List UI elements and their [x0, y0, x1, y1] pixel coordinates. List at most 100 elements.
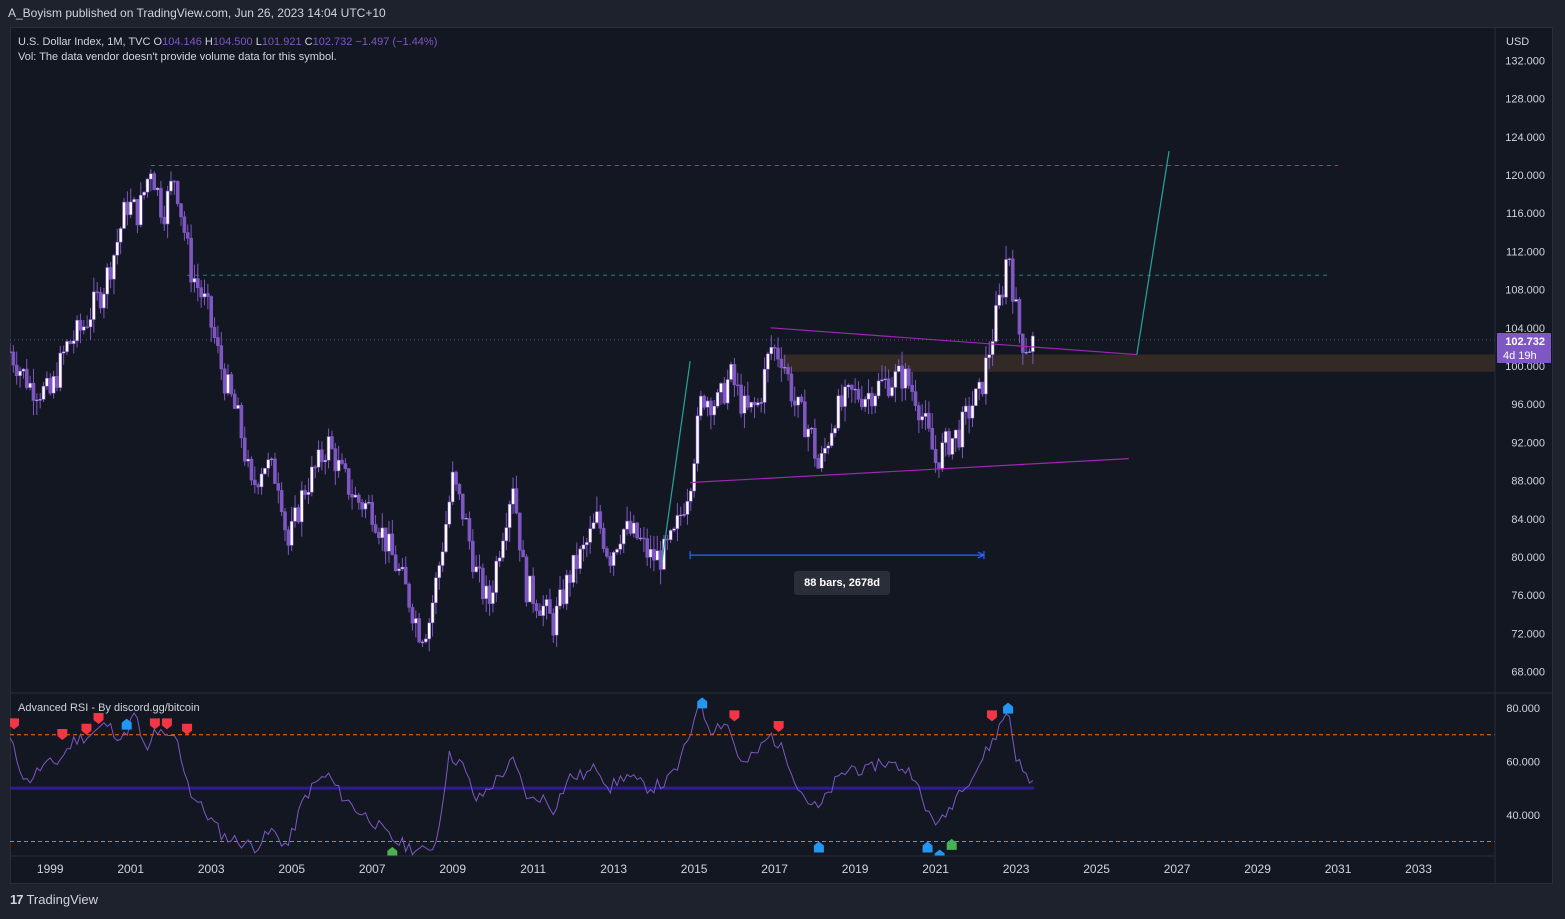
candle-278: [940, 432, 945, 473]
change-value: −1.497 (−1.44%): [355, 36, 438, 48]
candle-44: [155, 186, 160, 196]
rsi-tick-1: 60.000: [1506, 756, 1540, 768]
candle-233: [789, 366, 794, 408]
price-tick-14: 76.000: [1511, 590, 1545, 602]
rsi-indicator-title[interactable]: Advanced RSI - By discord.gg/bitcoin: [18, 702, 200, 714]
currency-label: USD: [1506, 36, 1529, 48]
candle-35: [125, 191, 130, 226]
candle-77: [266, 452, 271, 477]
price-tick-2: 124.000: [1505, 132, 1545, 144]
last-price-value: 102.732: [1505, 336, 1545, 348]
candle-25: [92, 277, 96, 333]
price-pane: [10, 151, 1495, 652]
candle-277: [937, 462, 941, 479]
candle-167: [568, 570, 572, 597]
tradingview-brand[interactable]: 17 TradingView: [10, 892, 98, 907]
candle-32: [115, 228, 120, 265]
candle-231: [782, 354, 787, 375]
candle-220: [746, 381, 750, 411]
candle-218: [739, 373, 743, 418]
symbol-legend: U.S. Dollar Index, 1M, TVC O104.146 H104…: [18, 35, 437, 65]
candle-242: [819, 445, 824, 472]
candle-288: [974, 388, 978, 407]
candle-173: [588, 515, 592, 554]
rsi-signal-marker-5: [149, 718, 160, 730]
candle-264: [893, 363, 898, 403]
candle-39: [138, 182, 143, 228]
volume-note: Vol: The data vendor doesn't provide vol…: [18, 51, 337, 63]
time-label-2027: 2027: [1164, 862, 1191, 876]
candle-75: [259, 467, 264, 495]
rsi-tick-0: 80.000: [1506, 703, 1540, 715]
candle-112: [383, 527, 388, 565]
candle-267: [903, 363, 908, 401]
candle-262: [886, 369, 891, 398]
candle-210: [712, 400, 717, 426]
candle-135: [460, 493, 465, 526]
rsi-tick-2: 40.000: [1506, 810, 1540, 822]
candle-3: [18, 366, 22, 388]
candle-55: [192, 264, 197, 293]
chart-frame[interactable]: [10, 27, 1553, 884]
time-label-2005: 2005: [278, 862, 305, 876]
rsi-signal-marker-17: [1003, 702, 1014, 714]
candle-28: [102, 288, 106, 319]
trendline-1: [690, 458, 1129, 484]
candle-27: [98, 287, 103, 314]
candle-299: [1010, 249, 1015, 314]
candle-122: [417, 613, 421, 644]
candle-193: [655, 535, 660, 561]
candle-155: [528, 575, 532, 603]
candle-16: [61, 345, 66, 365]
candle-245: [829, 423, 834, 448]
candle-257: [870, 386, 874, 415]
rsi-signal-marker-3: [93, 713, 104, 725]
candle-124: [424, 633, 428, 644]
candle-217: [735, 372, 740, 396]
candle-151: [514, 475, 519, 515]
candle-185: [628, 511, 633, 536]
publisher-header: A_Boyism published on TradingView.com, J…: [0, 0, 1565, 27]
candle-105: [360, 498, 364, 518]
candle-20: [75, 315, 79, 348]
candle-53: [185, 224, 190, 245]
candle-209: [709, 397, 713, 430]
candle-57: [199, 280, 203, 308]
time-label-2007: 2007: [359, 862, 386, 876]
candle-287: [970, 391, 975, 428]
candle-292: [987, 341, 992, 370]
candle-158: [538, 603, 542, 617]
candle-146: [497, 550, 502, 567]
candle-142: [484, 575, 489, 612]
high-value: 104.500: [212, 36, 253, 48]
candle-41: [145, 178, 150, 198]
candle-260: [880, 365, 884, 383]
candle-207: [702, 394, 707, 411]
candle-30: [108, 261, 113, 289]
candle-274: [927, 401, 931, 432]
brand-label: TradingView: [26, 892, 99, 907]
candle-24: [88, 307, 93, 341]
candle-159: [541, 595, 546, 627]
candle-201: [682, 503, 686, 518]
candle-273: [923, 400, 928, 431]
candle-128: [437, 561, 442, 590]
candle-2: [14, 351, 19, 385]
time-label-2021: 2021: [922, 862, 949, 876]
measure-label: 88 bars, 2678d: [794, 571, 890, 595]
candle-247: [836, 388, 841, 431]
candle-13: [51, 370, 56, 399]
candle-191: [648, 535, 653, 569]
candle-263: [890, 376, 894, 398]
candle-182: [618, 534, 623, 555]
candle-234: [792, 386, 797, 417]
candle-192: [652, 535, 656, 572]
projection-line-1: [1136, 151, 1170, 355]
candle-31: [112, 253, 116, 295]
candle-47: [165, 185, 170, 239]
candle-89: [306, 478, 311, 505]
candle-51: [179, 203, 183, 226]
candle-19: [71, 330, 76, 354]
candle-250: [846, 383, 851, 398]
